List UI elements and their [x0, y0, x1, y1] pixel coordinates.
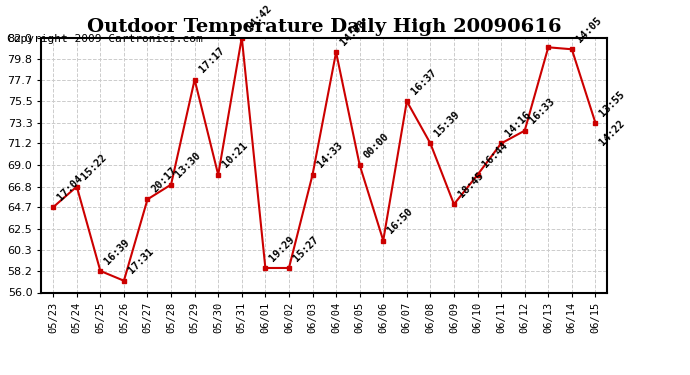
Text: 16:33: 16:33: [527, 97, 556, 126]
Text: 15:27: 15:27: [291, 234, 320, 263]
Text: 15:22: 15:22: [79, 153, 108, 182]
Text: 16:50: 16:50: [386, 207, 415, 236]
Text: 15:39: 15:39: [433, 110, 462, 138]
Text: 20:17: 20:17: [150, 165, 179, 194]
Text: 13:55: 13:55: [598, 89, 627, 118]
Text: 13:30: 13:30: [173, 150, 203, 180]
Text: 14:05: 14:05: [574, 15, 603, 44]
Text: 18:45: 18:45: [456, 170, 486, 200]
Text: 14:58: 14:58: [339, 18, 368, 47]
Text: 00:00: 00:00: [362, 131, 391, 160]
Text: 17:31: 17:31: [126, 247, 155, 276]
Text: 17:04: 17:04: [55, 173, 85, 202]
Title: Outdoor Temperature Daily High 20090616: Outdoor Temperature Daily High 20090616: [87, 18, 562, 36]
Text: 14:42: 14:42: [244, 3, 273, 33]
Text: 16:39: 16:39: [103, 237, 132, 266]
Text: 17:17: 17:17: [197, 46, 226, 75]
Text: 16:44: 16:44: [480, 141, 509, 170]
Text: 14:33: 14:33: [315, 141, 344, 170]
Text: Copyright 2009 Cartronics.com: Copyright 2009 Cartronics.com: [7, 34, 203, 44]
Text: 16:37: 16:37: [409, 67, 438, 96]
Text: 19:29: 19:29: [268, 234, 297, 263]
Text: 14:16: 14:16: [504, 110, 533, 138]
Text: 10:21: 10:21: [221, 141, 250, 170]
Text: 14:22: 14:22: [598, 118, 627, 147]
